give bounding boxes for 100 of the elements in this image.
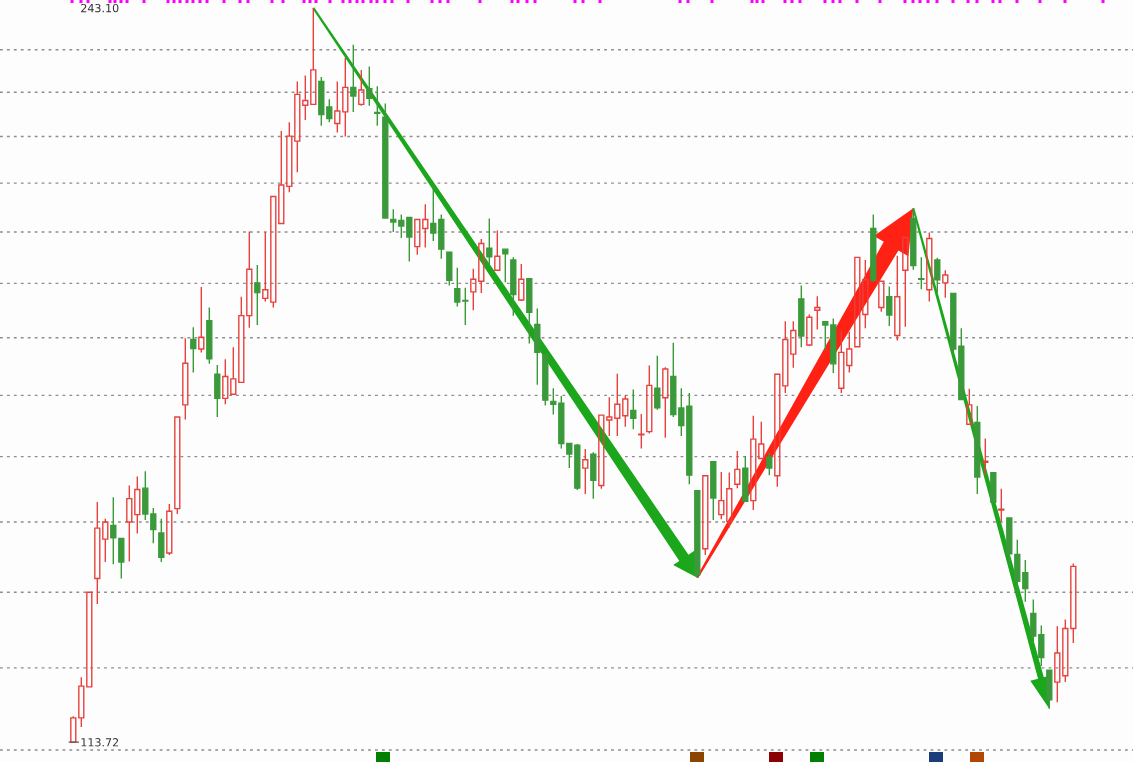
candlestick [478,238,485,294]
candlestick [150,507,157,544]
candlestick [998,488,1005,523]
candlestick [670,342,677,418]
candlestick [854,256,861,348]
candlestick [686,392,693,485]
candlestick [718,471,725,521]
candlestick [1022,559,1029,603]
candlestick [950,292,957,354]
candlestick [86,591,93,688]
candlestick [726,471,733,529]
candlestick [1062,618,1069,683]
candlestick [638,413,645,450]
candlestick [110,496,117,565]
candlestick [598,414,605,490]
candlestick [166,503,173,556]
candlestick [958,327,965,401]
candlestick [126,484,133,563]
candlestick [174,416,181,515]
candlestick [206,306,213,365]
candlestick [190,326,197,374]
candlestick [70,715,77,743]
candlestick [158,517,165,563]
candlestick [894,255,901,342]
candlestick [198,286,205,354]
candlestick [142,470,149,521]
candlestick [646,364,653,435]
candlestick [1014,539,1021,596]
candlestick [862,259,869,330]
candlestick [542,353,549,407]
candlestick [798,284,805,349]
candlestick [390,208,397,233]
candlestick [1030,598,1037,646]
candlestick [630,388,637,430]
candlestick [318,76,325,127]
candlestick [262,231,269,303]
candlestick [926,231,933,303]
candlestick [782,320,789,394]
candlestick [134,475,141,535]
candlestick [454,266,461,308]
candlestick [358,69,365,107]
candlestick [238,296,245,384]
candlestick [286,121,293,193]
candlestick [486,217,493,265]
candlestick [230,346,237,395]
candlestick [342,57,349,138]
candlestick [214,364,221,418]
candlestick [694,490,701,579]
candlestick [326,98,333,123]
candlestick [774,373,781,488]
candlestick [982,437,989,476]
candlestick [446,251,453,287]
candlestick [334,80,341,134]
candlestick [830,317,837,374]
candlestick [438,213,445,260]
candlestick [734,450,741,489]
candlestick [382,102,389,219]
candlestick [518,263,525,302]
candlestick [878,280,885,313]
candlestick [254,264,261,326]
candlestick [526,277,533,345]
candlestick [78,676,85,728]
y-tick-label: 113.72 [81,738,119,747]
candlestick [1054,625,1061,703]
candlestick [422,203,429,249]
candlestick [902,236,909,328]
candlestick [614,372,621,437]
candlestick [918,256,925,290]
candlestick [870,213,877,283]
candlestick [590,451,597,500]
candlestick [582,448,589,495]
candlestick [310,7,317,106]
candlestick [566,442,573,469]
candlestick [750,415,757,511]
candlestick [606,396,613,437]
candlestick [990,471,997,503]
candlestick [654,355,661,411]
candlestick [462,286,469,326]
candlestick [374,85,381,127]
candlestick [574,443,581,491]
candlestick [470,268,477,311]
candlestick [814,295,821,331]
candlestick [1006,517,1013,568]
candlestick [886,285,893,327]
candlestick [966,388,973,425]
candlestick [350,44,357,113]
candlestick [942,269,949,299]
candlestick [622,394,629,428]
candlestick [766,452,773,476]
candlestick [662,366,669,439]
candlestick [974,405,981,495]
candlestick [742,455,749,502]
candlestick [246,230,253,329]
candlestick [414,218,421,256]
candlestick [102,517,109,563]
candlestick [94,501,101,605]
candlestick [558,395,565,450]
candlestick [366,65,373,107]
candlestick [910,207,917,271]
candlestick [838,330,845,394]
